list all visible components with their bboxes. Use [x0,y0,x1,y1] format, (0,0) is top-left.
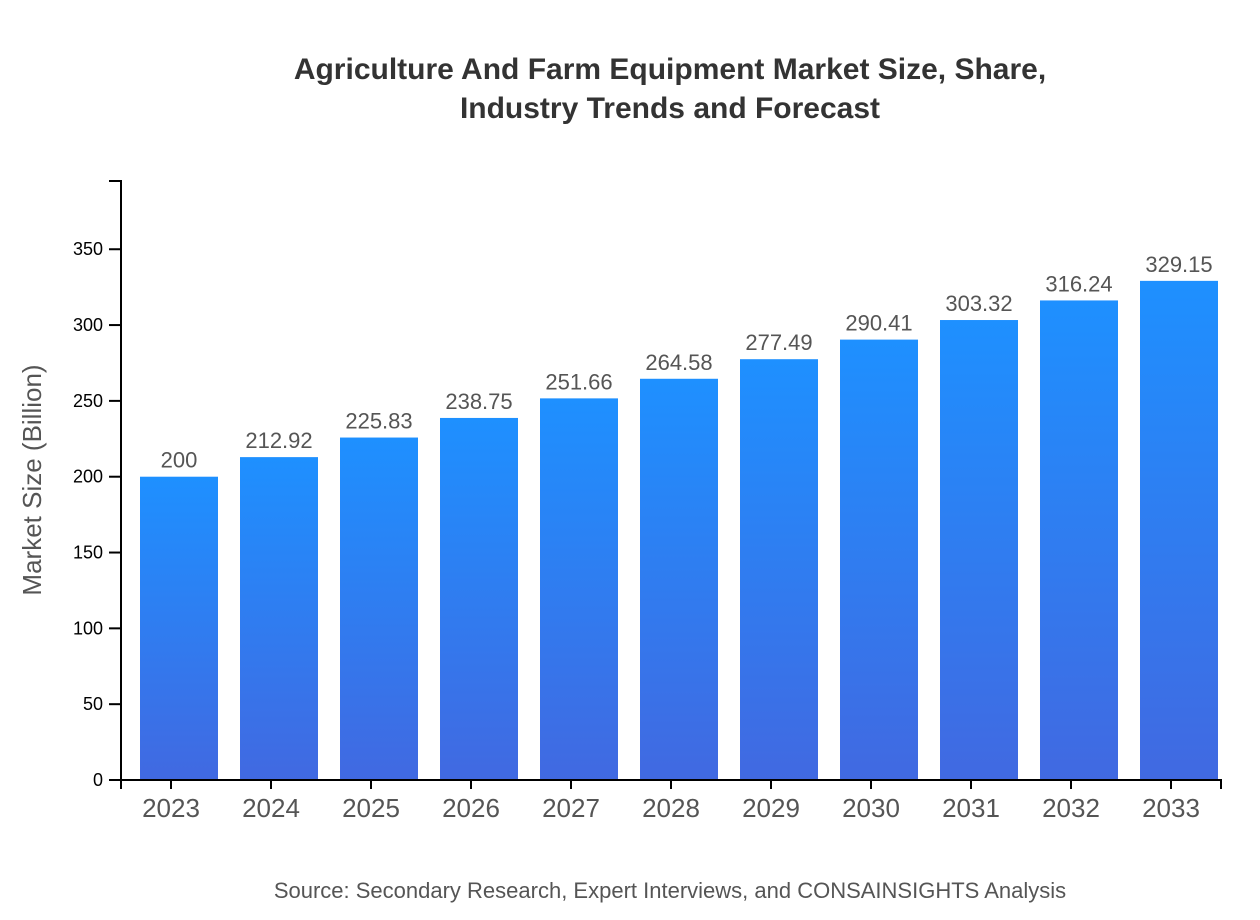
bar-2031 [940,320,1018,780]
x-tick-label: 2030 [842,793,900,823]
chart-title: Agriculture And Farm Equipment Market Si… [0,50,1260,128]
data-label: 303.32 [945,291,1012,316]
x-tick-label: 2029 [742,793,800,823]
bar-2028 [640,378,718,780]
y-axis [109,180,122,781]
data-label: 200 [161,448,198,473]
y-tick-label: 200 [73,467,103,487]
data-label: 225.83 [345,409,412,434]
bar-2030 [840,339,918,780]
x-axis [120,779,1222,789]
bar-2032 [1040,300,1118,780]
y-tick-label: 100 [73,618,103,638]
bar-2025 [340,437,418,780]
bar-2026 [440,417,518,780]
bars: 200 212.92 225.83 238.75 251.66 264.58 277.49 2… [140,252,1218,780]
bar-2033 [1140,280,1218,780]
data-label: 251.66 [545,369,612,394]
y-axis-label: Market Size (Billion) [17,364,47,595]
chart-title-line-1: Agriculture And Farm Equipment Market Si… [293,53,1047,86]
x-tick-label: 2023 [142,793,200,823]
x-tick-label: 2024 [242,793,300,823]
bar-2027 [540,398,618,780]
y-tick-label: 50 [83,694,103,714]
y-tick-label: 150 [73,543,103,563]
data-label: 316.24 [1045,271,1112,296]
x-tick-label: 2028 [642,793,700,823]
y-tick-label: 0 [93,770,103,790]
x-tick-label: 2027 [542,793,600,823]
data-label: 329.15 [1145,252,1212,277]
chart-title-line-2: Industry Trends and Forecast [459,92,881,125]
x-tick-label: 2032 [1042,793,1100,823]
data-label: 290.41 [845,311,912,336]
data-label: 277.49 [745,330,812,355]
bar-2023 [140,476,218,780]
x-tick-label: 2033 [1142,793,1200,823]
data-label: 212.92 [245,428,312,453]
bar-2029 [740,359,818,780]
data-label: 238.75 [445,389,512,414]
x-tick-label: 2025 [342,793,400,823]
data-label: 264.58 [645,350,712,375]
source-note: Source: Secondary Research, Expert Inter… [273,878,1067,903]
x-tick-label: 2026 [442,793,500,823]
y-tick-label: 250 [73,391,103,411]
y-tick-label: 350 [73,239,103,259]
axes: 2023 2024 2025 2026 2027 2028 2029 2030 2031 2032… [73,180,1222,823]
y-tick-label: 300 [73,315,103,335]
x-tick-label: 2031 [942,793,1000,823]
bar-2024 [240,457,318,780]
